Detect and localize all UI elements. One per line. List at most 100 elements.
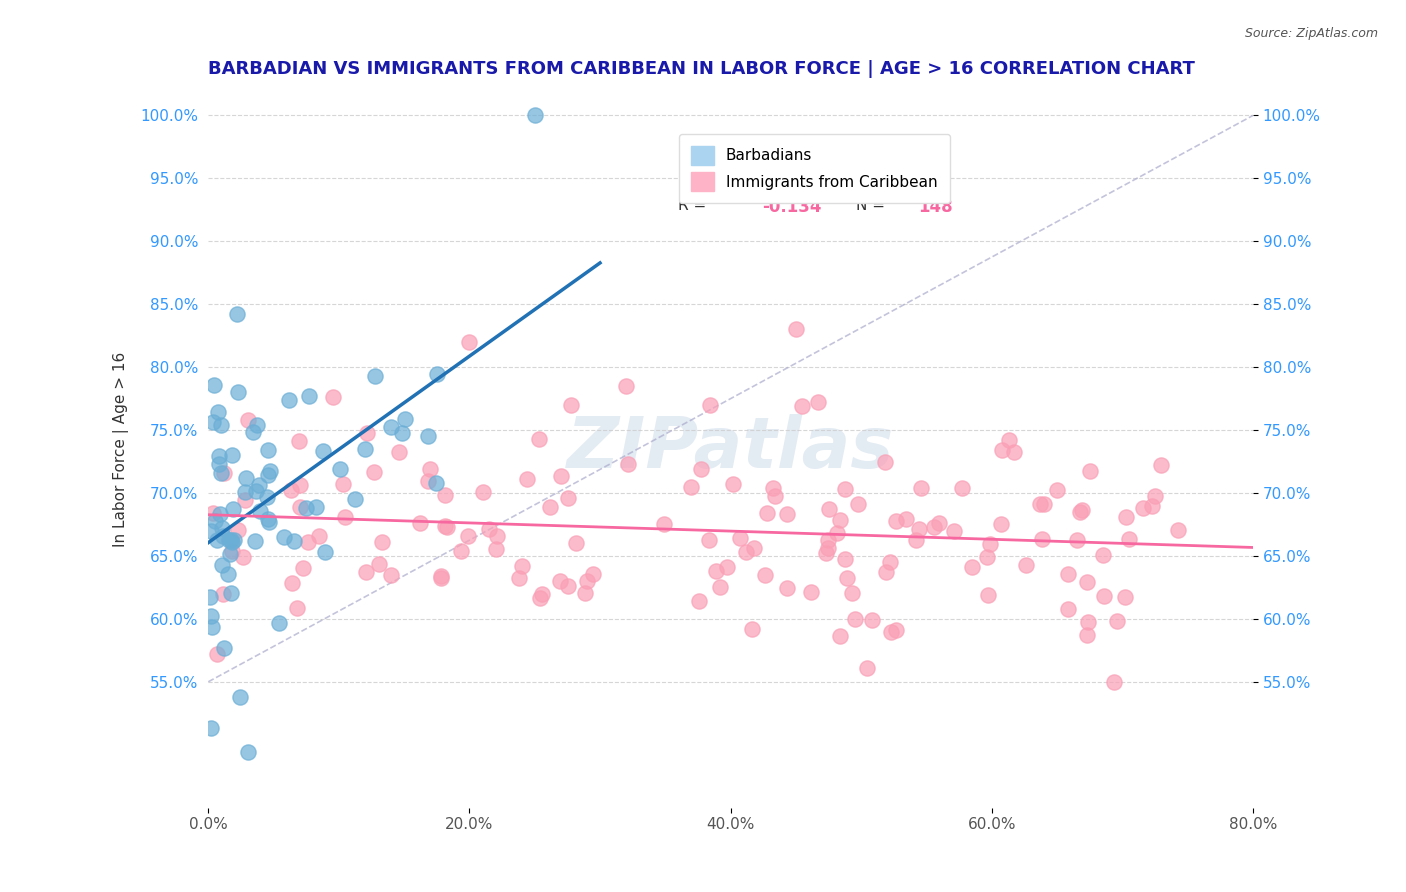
Point xyxy=(219,586,242,600)
Point xyxy=(928,516,950,530)
Point xyxy=(1032,497,1054,511)
Point xyxy=(884,514,907,528)
Text: -0.134: -0.134 xyxy=(762,198,821,216)
Point xyxy=(1092,589,1115,603)
Text: Source: ZipAtlas.com: Source: ZipAtlas.com xyxy=(1244,27,1378,40)
Point xyxy=(565,536,588,550)
Point xyxy=(1076,575,1098,590)
Point xyxy=(200,608,222,623)
Point xyxy=(582,566,605,581)
Point xyxy=(1077,615,1099,630)
Point xyxy=(457,529,479,543)
Point xyxy=(1143,489,1166,503)
Point xyxy=(830,513,852,527)
Point xyxy=(754,567,776,582)
Point xyxy=(576,574,599,589)
Point xyxy=(314,545,336,559)
Point xyxy=(531,587,554,601)
Point xyxy=(217,566,239,581)
Point xyxy=(218,547,240,561)
Point xyxy=(508,571,530,585)
Point xyxy=(1076,628,1098,642)
Point xyxy=(209,466,232,480)
Point xyxy=(380,567,402,582)
Point xyxy=(257,443,280,458)
Point xyxy=(370,534,392,549)
Point xyxy=(429,571,451,585)
Point xyxy=(294,501,316,516)
Point xyxy=(247,478,270,492)
Point xyxy=(450,543,472,558)
Point xyxy=(922,520,945,534)
Point xyxy=(364,368,387,383)
Text: BARBADIAN VS IMMIGRANTS FROM CARIBBEAN IN LABOR FORCE | AGE > 16 CORRELATION CHA: BARBADIAN VS IMMIGRANTS FROM CARIBBEAN I… xyxy=(208,60,1195,78)
Point xyxy=(233,485,256,500)
Point xyxy=(218,533,240,548)
Point xyxy=(426,367,449,381)
Point xyxy=(434,519,457,533)
Point xyxy=(1071,503,1094,517)
Point xyxy=(689,462,711,476)
Text: 0.360: 0.360 xyxy=(762,155,814,173)
Point xyxy=(391,426,413,441)
Point xyxy=(908,522,931,536)
Point xyxy=(308,529,330,543)
Text: 148: 148 xyxy=(918,198,953,216)
Point xyxy=(236,745,259,759)
Point xyxy=(458,334,481,349)
Point xyxy=(242,425,264,439)
Point xyxy=(246,418,269,433)
Point xyxy=(721,477,744,491)
Text: N =: N = xyxy=(856,198,890,213)
Point xyxy=(408,516,430,530)
Point xyxy=(1115,510,1137,524)
Point xyxy=(235,471,257,485)
Point xyxy=(976,549,998,564)
Text: 66: 66 xyxy=(918,155,942,173)
Point xyxy=(952,481,974,495)
Point xyxy=(741,622,763,636)
Point xyxy=(860,614,883,628)
Point xyxy=(212,640,235,655)
Point xyxy=(211,529,233,543)
Point xyxy=(879,555,901,569)
Point xyxy=(388,444,411,458)
Point xyxy=(834,551,856,566)
Point xyxy=(807,395,830,409)
Point xyxy=(232,549,254,564)
Point xyxy=(1091,548,1114,562)
Point xyxy=(550,574,572,589)
Point xyxy=(202,377,225,392)
Point xyxy=(875,566,897,580)
Point xyxy=(419,462,441,476)
Point xyxy=(259,463,281,477)
Point xyxy=(652,516,675,531)
Point xyxy=(200,524,222,538)
Point xyxy=(716,559,738,574)
Point xyxy=(208,458,231,472)
Point xyxy=(201,415,224,429)
Point xyxy=(200,722,222,736)
Point xyxy=(529,591,551,605)
Point xyxy=(298,389,321,403)
Point xyxy=(699,398,721,412)
Point xyxy=(1029,497,1052,511)
Point xyxy=(245,534,267,549)
Point xyxy=(208,449,231,463)
Point xyxy=(516,472,538,486)
Point xyxy=(280,483,302,498)
Point xyxy=(329,462,352,476)
Point xyxy=(335,510,357,524)
Point xyxy=(990,443,1012,458)
Point xyxy=(290,500,312,514)
Point xyxy=(557,491,579,505)
Point xyxy=(1167,524,1189,538)
Point xyxy=(910,481,932,495)
Point xyxy=(792,399,814,413)
Point xyxy=(288,434,311,449)
Point xyxy=(221,543,243,558)
Point xyxy=(207,405,229,419)
Point xyxy=(257,467,280,482)
Point xyxy=(1150,458,1173,472)
Point xyxy=(285,600,308,615)
